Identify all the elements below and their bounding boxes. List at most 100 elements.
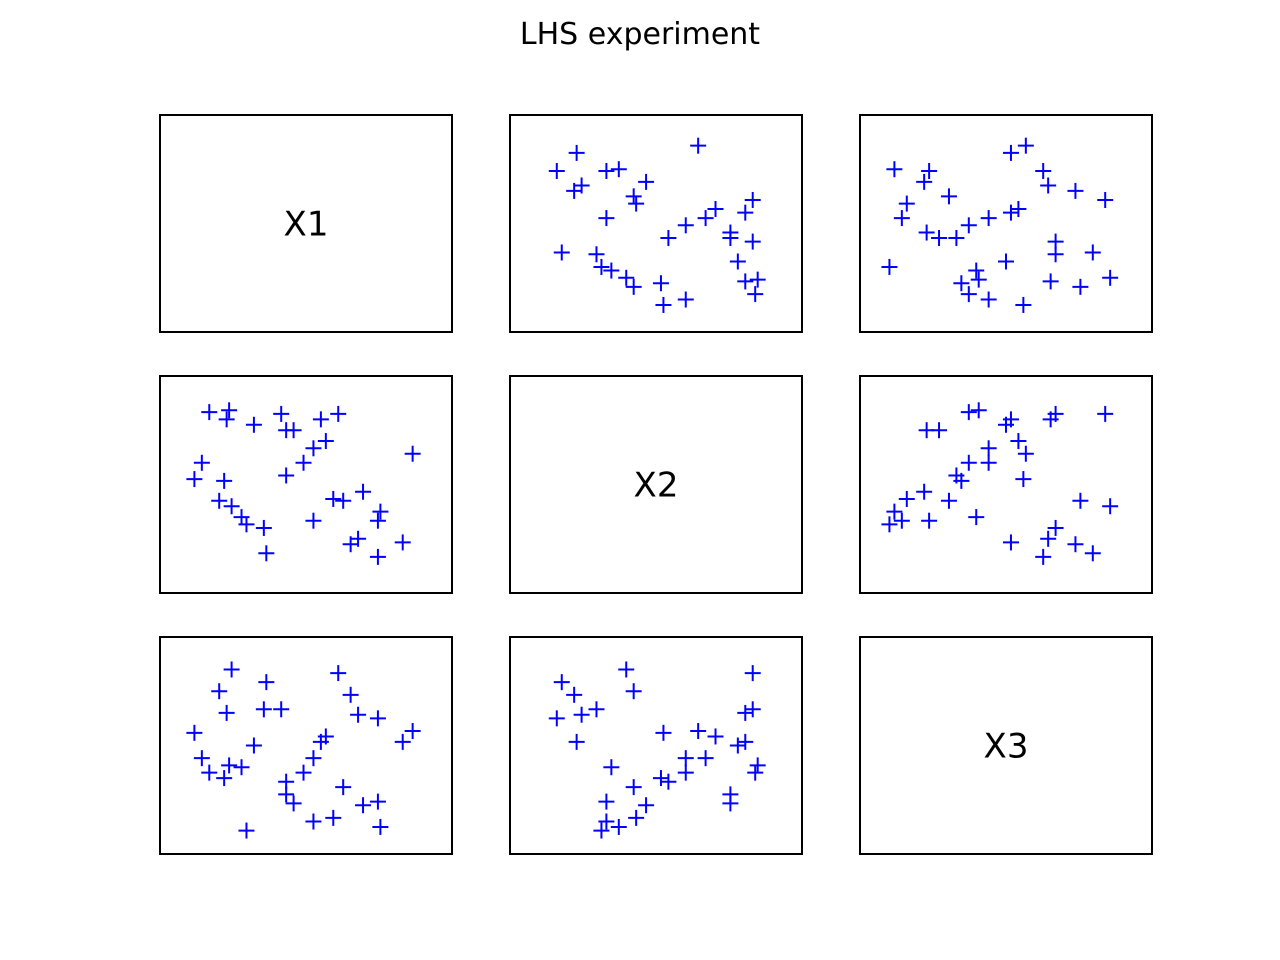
data-point-marker (918, 224, 935, 241)
data-point-marker (980, 210, 997, 227)
data-point-marker (278, 467, 295, 484)
data-point-marker (980, 440, 997, 457)
data-point-marker (744, 665, 761, 682)
data-point-marker (722, 786, 739, 803)
data-point-marker (618, 269, 635, 286)
data-point-marker (960, 286, 977, 303)
data-point-marker (573, 706, 590, 723)
data-point-marker (655, 296, 672, 313)
data-point-marker (295, 764, 312, 781)
data-point-marker (1040, 177, 1057, 194)
panel-x1-vs-x3 (859, 114, 1153, 333)
diagonal-variable-label: X3 (984, 727, 1029, 767)
data-point-marker (1067, 536, 1084, 553)
data-point-marker (1084, 545, 1101, 562)
data-point-marker (998, 416, 1014, 433)
data-point-marker (233, 759, 250, 776)
data-point-marker (898, 490, 915, 507)
data-point-marker (744, 701, 761, 718)
data-point-marker (968, 262, 985, 279)
panel-frame (159, 114, 453, 333)
data-point-marker (404, 445, 421, 462)
data-point-marker (970, 271, 987, 288)
data-point-marker (677, 750, 694, 767)
data-point-marker (598, 210, 615, 227)
data-point-marker (598, 163, 615, 180)
data-point-marker (598, 813, 615, 830)
data-point-marker (940, 492, 957, 509)
data-point-marker (970, 402, 987, 419)
data-point-marker (980, 454, 997, 471)
data-point-marker (216, 472, 233, 489)
data-point-marker (729, 737, 746, 754)
data-point-marker (566, 182, 583, 199)
data-point-marker (931, 422, 948, 439)
data-point-marker (1015, 296, 1032, 313)
data-point-marker (603, 262, 620, 279)
data-point-marker (1102, 498, 1119, 515)
data-point-marker (201, 404, 218, 421)
panel-x2-vs-x3 (859, 375, 1153, 594)
data-point-marker (335, 492, 352, 509)
data-point-marker (1067, 182, 1084, 199)
data-point-marker (238, 822, 255, 839)
data-point-marker (1017, 137, 1034, 154)
panel-frame (859, 375, 1153, 594)
panel-frame (509, 114, 803, 333)
data-point-marker (1084, 244, 1101, 261)
data-point-marker (625, 188, 642, 205)
data-point-marker (588, 246, 605, 263)
panel-x1-vs-x2 (509, 114, 803, 333)
data-point-marker (330, 405, 347, 422)
data-point-marker (677, 764, 694, 781)
data-point-marker (677, 291, 694, 308)
data-point-marker (690, 723, 707, 740)
diagonal-variable-label: X2 (634, 466, 679, 506)
data-point-marker (1102, 269, 1119, 286)
data-point-marker (255, 519, 272, 536)
data-point-marker (968, 509, 985, 526)
data-point-marker (628, 195, 645, 212)
data-point-marker (1010, 201, 1027, 218)
panel-x2-vs-x1 (159, 375, 453, 594)
data-point-marker (369, 793, 386, 810)
panel-x3-vs-x3: X3 (859, 636, 1153, 855)
panel-frame (509, 375, 803, 594)
data-point-marker (312, 733, 329, 750)
data-point-marker (707, 728, 724, 745)
data-point-marker (625, 779, 642, 796)
data-point-marker (568, 733, 585, 750)
data-point-marker (660, 229, 677, 246)
data-point-marker (886, 161, 903, 178)
data-point-marker (603, 759, 620, 776)
data-point-marker (369, 512, 386, 529)
data-point-marker (285, 795, 302, 812)
data-point-marker (238, 516, 255, 533)
data-point-marker (998, 253, 1014, 270)
data-point-marker (223, 498, 240, 515)
data-point-marker (255, 701, 272, 718)
data-point-marker (931, 229, 948, 246)
data-point-marker (747, 764, 764, 781)
data-point-marker (610, 161, 627, 178)
data-point-marker (881, 258, 898, 275)
data-point-marker (610, 818, 627, 835)
data-point-marker (1017, 445, 1034, 462)
data-point-marker (245, 416, 262, 433)
data-point-marker (305, 750, 322, 767)
data-point-marker (1035, 163, 1052, 180)
data-point-marker (223, 661, 240, 678)
panel-x1-vs-x1: X1 (159, 114, 453, 333)
data-point-marker (369, 548, 386, 565)
data-point-marker (921, 512, 938, 529)
data-point-marker (960, 217, 977, 234)
data-point-marker (1047, 519, 1064, 536)
data-point-marker (625, 278, 642, 295)
data-point-marker (312, 411, 329, 428)
data-point-marker (221, 757, 238, 774)
data-point-marker (355, 483, 372, 500)
figure-title: LHS experiment (520, 17, 760, 52)
data-point-marker (342, 686, 359, 703)
data-point-marker (335, 779, 352, 796)
